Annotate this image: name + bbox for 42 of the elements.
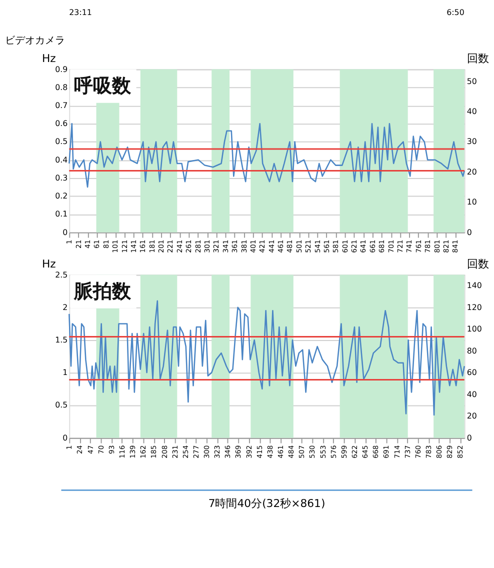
y-tick-label: 1 [62,368,68,378]
y-tick-label: 0.3 [55,173,68,182]
y-axis-title: Hz [42,52,56,65]
text: ビデオカメラ [5,36,66,47]
text: 23:11 [69,8,92,17]
y2-tick-label: 10 [466,198,477,207]
y-tick-label: 2 [62,302,68,312]
y-tick-label: 0 [62,433,68,442]
y2-tick-label: 50 [466,76,477,86]
y2-tick-label: 0 [466,228,472,237]
y-tick-label: 0 [62,228,68,237]
y-tick-label: 0.6 [55,119,68,128]
y-tick-label: 0.5 [55,400,68,410]
y2-tick-label: 0 [466,433,472,442]
y-tick-label: 0.5 [55,137,68,146]
y-tick-label: 2.5 [55,270,68,280]
y-tick-label: 0.4 [55,155,68,164]
y2-tick-label: 20 [466,412,477,421]
text: 7時間40分(32秒×861) [208,496,326,510]
y2-tick-label: 60 [466,368,477,378]
y2-tick-label: 20 [466,167,477,176]
y2-axis-title: 回数 [466,52,489,65]
y2-tick-label: 40 [466,390,477,399]
y2-tick-label: 100 [466,324,482,334]
line-series [68,300,466,416]
y2-tick-label: 30 [466,137,477,146]
chart-title: 呼吸数 [74,75,132,98]
y2-tick-label: 80 [466,346,477,356]
y-tick-label: 0.9 [55,64,68,74]
y2-axis-title: 回数 [466,257,489,270]
y-tick-label: 0.7 [55,101,68,110]
y-tick-label: 0.1 [55,210,68,219]
y-tick-label: 0.2 [55,192,68,201]
y2-tick-label: 120 [466,302,482,312]
text: 6:50 [446,8,464,17]
y2-tick-label: 40 [466,107,477,116]
y2-tick-label: 140 [466,281,482,290]
y-axis-title: Hz [42,257,56,270]
y-tick-label: 0.8 [55,82,68,92]
chart-title: 脈拍数 [73,280,132,303]
line-series [68,123,466,188]
y-tick-label: 1.5 [55,335,68,344]
